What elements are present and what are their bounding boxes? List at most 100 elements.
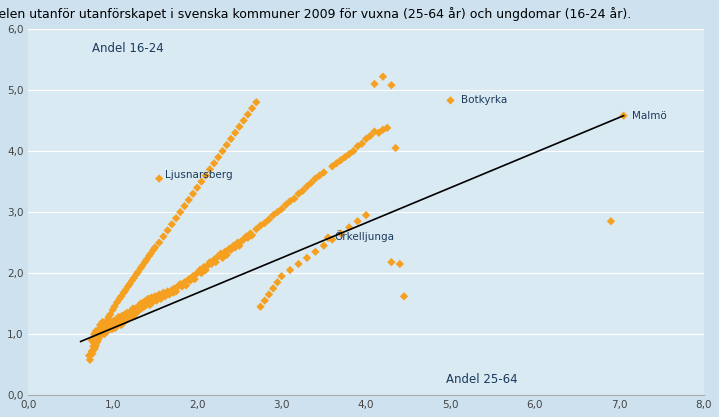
- Point: [250, 99, 262, 106]
- Point: [101, 327, 113, 333]
- Point: [109, 325, 121, 332]
- Point: [134, 303, 145, 310]
- Point: [123, 312, 134, 319]
- Point: [301, 254, 313, 261]
- Point: [142, 295, 154, 302]
- Point: [112, 319, 124, 325]
- Point: [126, 308, 137, 314]
- Point: [141, 256, 152, 263]
- Point: [157, 289, 169, 296]
- Point: [229, 244, 241, 251]
- Point: [385, 82, 397, 88]
- Point: [263, 291, 275, 298]
- Point: [114, 319, 125, 325]
- Point: [95, 326, 106, 333]
- Point: [121, 316, 132, 322]
- Point: [150, 293, 161, 300]
- Point: [326, 236, 338, 243]
- Point: [109, 322, 120, 328]
- Point: [201, 262, 213, 269]
- Point: [102, 325, 114, 332]
- Point: [116, 314, 127, 320]
- Point: [106, 320, 118, 327]
- Point: [221, 142, 232, 148]
- Point: [105, 324, 116, 330]
- Point: [314, 172, 326, 179]
- Point: [250, 226, 262, 233]
- Point: [166, 287, 178, 294]
- Point: [255, 303, 266, 310]
- Point: [152, 294, 163, 301]
- Point: [99, 325, 110, 332]
- Point: [84, 357, 96, 363]
- Point: [153, 175, 165, 182]
- Point: [93, 328, 105, 334]
- Point: [99, 329, 111, 336]
- Point: [179, 203, 191, 209]
- Point: [322, 234, 334, 241]
- Point: [394, 261, 406, 267]
- Point: [128, 312, 139, 319]
- Point: [196, 178, 207, 185]
- Point: [191, 270, 203, 276]
- Point: [185, 277, 196, 284]
- Point: [139, 300, 150, 307]
- Point: [90, 342, 101, 349]
- Point: [301, 183, 313, 190]
- Point: [117, 320, 129, 327]
- Point: [163, 291, 175, 298]
- Point: [111, 320, 123, 327]
- Point: [118, 317, 129, 324]
- Point: [101, 317, 113, 324]
- Point: [90, 337, 101, 344]
- Point: [187, 191, 198, 197]
- Point: [121, 312, 132, 319]
- Point: [89, 344, 101, 351]
- Point: [360, 136, 372, 142]
- Point: [276, 206, 288, 212]
- Point: [105, 319, 116, 325]
- Point: [280, 201, 292, 208]
- Point: [135, 265, 147, 271]
- Point: [96, 329, 108, 336]
- Point: [127, 309, 138, 316]
- Point: [175, 209, 186, 216]
- Point: [91, 334, 102, 341]
- Point: [356, 141, 367, 147]
- Point: [86, 348, 97, 354]
- Point: [143, 253, 155, 259]
- Point: [97, 327, 109, 334]
- Point: [145, 250, 157, 257]
- Point: [127, 277, 138, 284]
- Point: [90, 328, 101, 334]
- Point: [101, 324, 113, 330]
- Point: [124, 311, 136, 318]
- Point: [235, 238, 247, 245]
- Point: [272, 209, 283, 216]
- Point: [119, 316, 130, 322]
- Point: [147, 299, 158, 306]
- Point: [216, 148, 228, 154]
- Point: [88, 331, 100, 337]
- Point: [83, 352, 95, 359]
- Point: [132, 303, 144, 310]
- Point: [140, 297, 152, 304]
- Point: [111, 317, 122, 324]
- Point: [150, 244, 161, 251]
- Point: [114, 317, 126, 324]
- Point: [238, 236, 249, 243]
- Point: [97, 319, 109, 325]
- Point: [109, 317, 120, 324]
- Point: [618, 112, 629, 119]
- Point: [155, 295, 167, 302]
- Point: [172, 283, 183, 290]
- Point: [170, 288, 182, 295]
- Point: [106, 326, 118, 333]
- Point: [107, 322, 119, 328]
- Point: [234, 123, 245, 130]
- Point: [133, 305, 145, 312]
- Point: [137, 262, 148, 269]
- Point: [196, 270, 207, 276]
- Point: [344, 151, 355, 158]
- Point: [210, 259, 221, 266]
